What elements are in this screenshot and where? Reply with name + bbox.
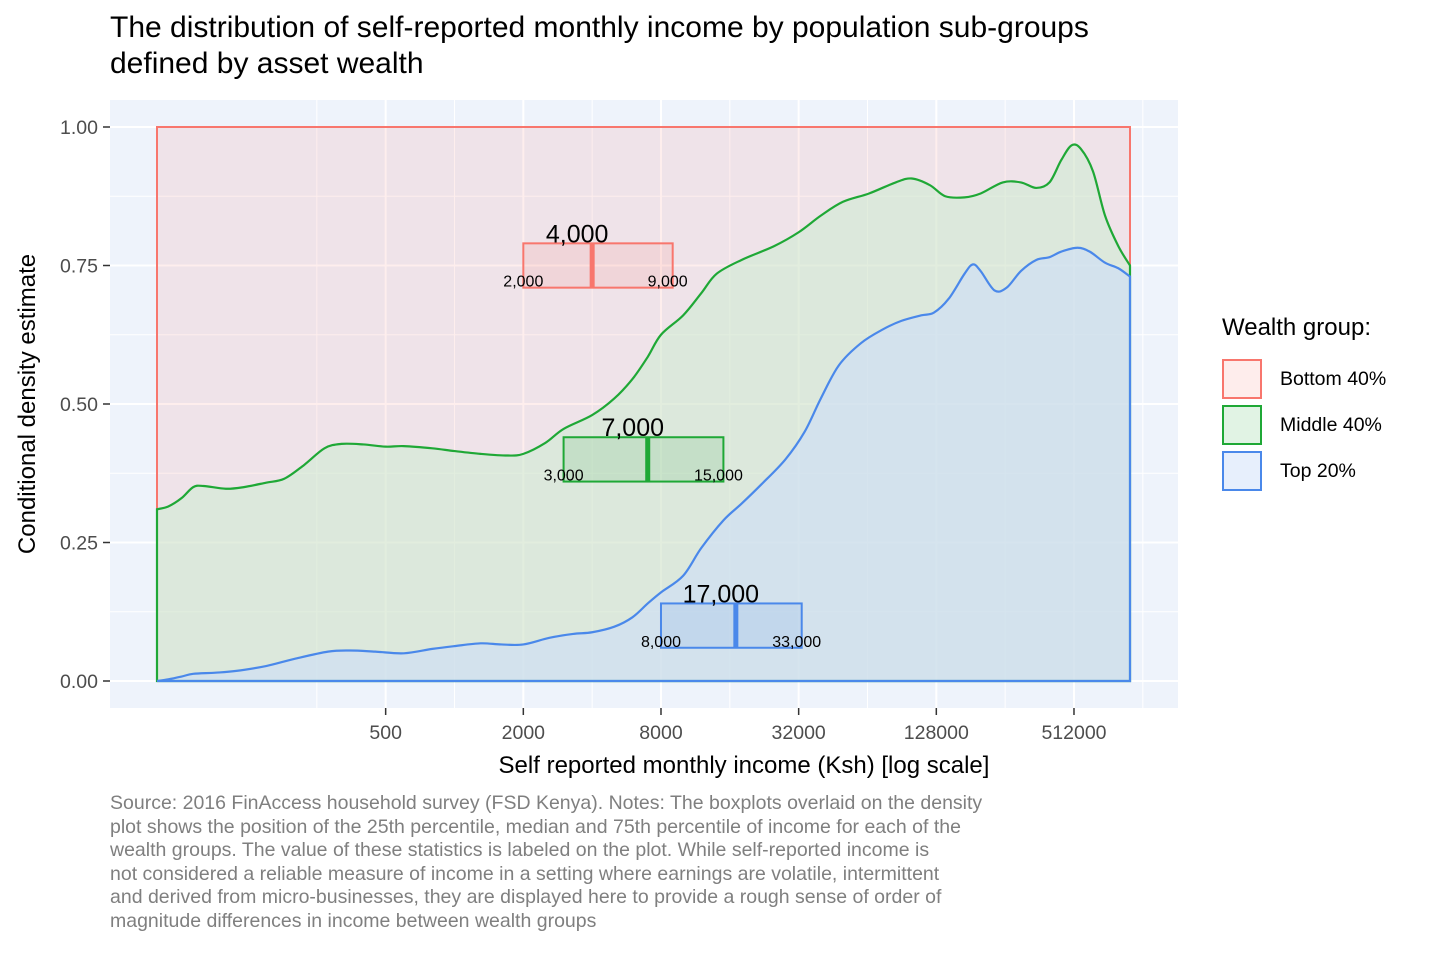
q3-label: 33,000 [772,634,821,651]
axes: 0.00 0.25 0.50 0.75 1.00 500 2000 8000 32000 1280… [60,117,1107,744]
caption-line: and derived from micro-businesses, they … [110,886,942,908]
legend-item-middle-40: Middle 40% [1222,402,1432,448]
caption-line: not considered a reliable measure of inc… [110,862,940,885]
caption-line: wealth groups. The value of these statis… [110,839,930,861]
chart-title: The distribution of self-reported monthl… [110,10,1360,82]
x-tick-label: 8000 [639,722,683,744]
x-tick-label: 2000 [502,722,546,744]
boxplot-bottom-40: 4,000 2,000 9,000 [503,220,688,290]
q1-label: 2,000 [503,274,543,291]
legend-item-top-20: Top 20% [1222,448,1432,494]
area-top-20 [156,246,1132,683]
q1-label: 3,000 [544,468,584,485]
legend-key-middle-40 [1222,405,1262,445]
median-label: 4,000 [546,220,609,248]
legend-key-bottom-40 [1222,359,1262,399]
legend-label: Bottom 40% [1280,367,1387,390]
boxplot-top-20: 17,000 8,000 33,000 [641,580,821,650]
legend: Wealth group: Bottom 40% Middle 40% Top … [1222,314,1432,494]
chart-title-line-2: defined by asset wealth [110,47,424,80]
caption-line: plot shows the position of the 25th perc… [110,815,961,838]
x-tick-label: 128000 [904,722,969,744]
y-axis-label: Conditional density estimate [14,254,41,554]
area-top-20-base [157,247,1130,681]
q3-label: 9,000 [648,274,688,291]
boxplot-middle-40: 7,000 3,000 15,000 [544,414,743,484]
boxplot-box [659,602,803,649]
x-tick-label: 512000 [1041,722,1106,744]
y-tick-label: 0.75 [60,256,98,278]
median-label: 7,000 [601,414,664,442]
boxplots: 4,000 2,000 9,000 7,000 3,000 15,000 17,000 8,0… [503,220,821,650]
source-caption: Source: 2016 FinAccess household survey … [110,792,1190,933]
caption-line: magnitude differences in income between … [110,909,597,932]
y-tick-label: 0.50 [60,394,98,416]
x-axis-label: Self reported monthly income (Ksh) [log … [499,752,990,779]
y-tick-label: 0.00 [60,671,98,693]
median-label: 17,000 [683,580,759,608]
caption-line: Source: 2016 FinAccess household survey … [110,792,983,814]
boxplot-box [522,242,674,289]
density-areas [155,126,1132,683]
x-tick-label: 500 [369,722,402,744]
y-tick-label: 1.00 [60,117,98,139]
x-tick-label: 32000 [772,722,826,744]
legend-item-bottom-40: Bottom 40% [1222,356,1432,402]
q3-label: 15,000 [694,468,743,485]
chart-title-line-1: The distribution of self-reported monthl… [110,11,1089,44]
q1-label: 8,000 [641,634,681,651]
y-tick-label: 0.25 [60,533,98,555]
legend-label: Middle 40% [1280,413,1382,436]
boxplot-box [562,436,725,483]
legend-label: Top 20% [1280,459,1356,482]
legend-key-top-20 [1222,451,1262,491]
legend-title: Wealth group: [1222,314,1371,341]
